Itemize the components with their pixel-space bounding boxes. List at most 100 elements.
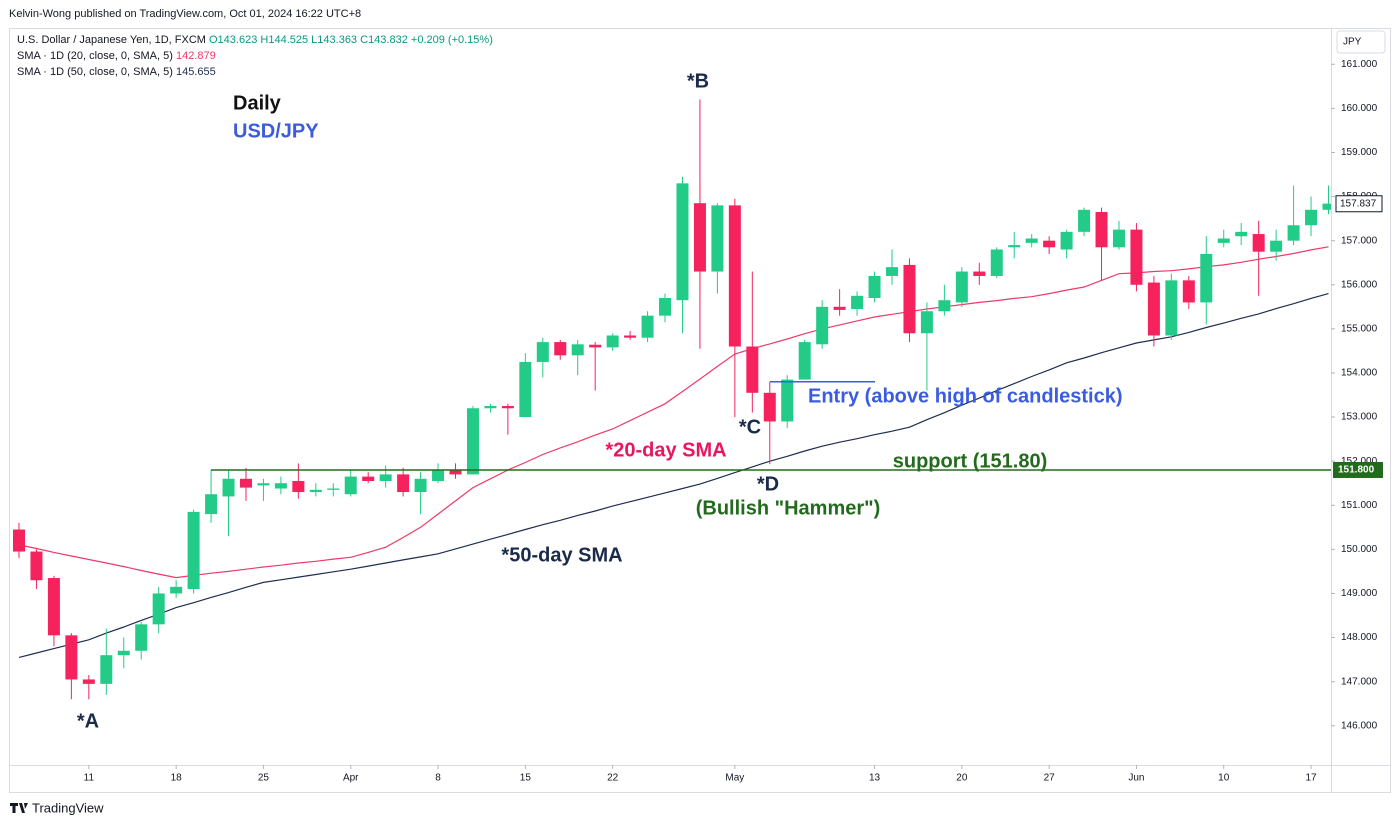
candle-body: [222, 478, 235, 497]
symbol: U.S. Dollar / Japanese Yen, 1D, FXCM: [17, 34, 206, 46]
candle-body: [851, 295, 864, 310]
candle-body: [781, 379, 794, 422]
candle-body: [466, 408, 479, 475]
candle-body: [1182, 280, 1195, 303]
candle-body: [1025, 238, 1038, 243]
candle-body: [728, 205, 741, 347]
x-tick-label: 8: [435, 773, 441, 784]
candle-body: [1235, 231, 1248, 237]
x-tick-label: 15: [520, 773, 532, 784]
sma-line: [18, 246, 1329, 579]
ohlc-value: C143.832: [360, 34, 408, 46]
candle-body: [886, 267, 898, 276]
chart-frame: [9, 28, 1391, 793]
candle-body: [624, 335, 637, 338]
candle-body: [711, 205, 724, 272]
symbol-legend: U.S. Dollar / Japanese Yen, 1D, FXCM O14…: [17, 34, 493, 46]
legend-value: 145.655: [176, 66, 216, 78]
candle-body: [833, 306, 846, 310]
annotation: *C: [739, 416, 761, 438]
y-tick-label: 151.000: [1341, 500, 1378, 511]
candle-body: [414, 478, 427, 493]
brand-logo: [10, 803, 28, 813]
candle-body: [798, 342, 811, 380]
x-tick-label: 25: [258, 773, 270, 784]
candle-body: [327, 488, 340, 490]
candle-body: [920, 311, 933, 334]
x-tick-label: 22: [607, 773, 619, 784]
candle-body: [1095, 212, 1108, 248]
candle-body: [100, 655, 113, 684]
plot-area: [13, 99, 1331, 700]
candle-body: [187, 511, 200, 590]
candle-body: [536, 342, 549, 362]
y-tick-label: 161.000: [1341, 59, 1378, 70]
currency: JPY: [1343, 37, 1362, 48]
candle-body: [30, 551, 43, 581]
legend-value: 142.879: [176, 50, 216, 62]
support-price-box: [1333, 461, 1383, 478]
sma-line: [18, 293, 1329, 658]
candle-body: [641, 315, 654, 338]
candle-body: [1287, 225, 1300, 241]
candle-body: [973, 271, 986, 276]
x-tick-label: Apr: [343, 773, 359, 784]
x-tick-label: 13: [869, 773, 881, 784]
candle-body: [449, 469, 462, 475]
ohlc-value: O143.623: [209, 34, 257, 46]
currency-box: [1336, 30, 1386, 54]
y-tick-label: 146.000: [1341, 720, 1378, 731]
candle-body: [1217, 238, 1230, 243]
candle-body: [1147, 282, 1160, 336]
y-tick-label: 147.000: [1341, 676, 1378, 687]
candle-body: [170, 586, 183, 594]
x-tick-label: May: [725, 773, 744, 784]
y-tick-label: 160.000: [1341, 103, 1378, 114]
candle-body: [1112, 229, 1125, 248]
candle-body: [1322, 203, 1331, 210]
x-tick-label: 18: [171, 773, 183, 784]
x-tick-label: 11: [84, 773, 95, 784]
candle-body: [1252, 234, 1265, 252]
ohlc-value: L143.363: [311, 34, 357, 46]
x-tick-label: 10: [1218, 773, 1230, 784]
y-tick-label: 150.000: [1341, 544, 1378, 555]
annotation: (Bullish "Hammer"): [696, 497, 881, 519]
candle-body: [606, 335, 619, 348]
candle-body: [13, 529, 25, 552]
candle-body: [274, 483, 287, 489]
y-tick-label: 148.000: [1341, 632, 1378, 643]
legend-entry: SMA · 1D (20, close, 0, SMA, 5) 142.879: [17, 50, 216, 62]
x-tick-label: Jun: [1128, 773, 1144, 784]
candle-body: [1078, 209, 1091, 232]
annotation: *D: [757, 473, 779, 495]
support-price-label: 151.800: [1338, 465, 1375, 476]
candle-body: [257, 483, 270, 486]
candle-body: [379, 474, 392, 482]
x-tick-label: 20: [956, 773, 968, 784]
candle-body: [519, 361, 532, 418]
candle-body: [1060, 231, 1073, 250]
candle-body: [990, 249, 1003, 276]
candle-body: [135, 624, 148, 651]
candle-body: [868, 275, 881, 298]
candle-body: [1130, 229, 1143, 285]
legend-name: SMA · 1D (50, close, 0, SMA, 5): [17, 66, 173, 78]
candle-body: [571, 344, 584, 356]
y-tick-label: 156.000: [1341, 279, 1378, 290]
candle-body: [659, 297, 672, 316]
candle-body: [763, 392, 776, 422]
last-price-box: [1335, 195, 1383, 213]
candle-body: [693, 203, 706, 272]
candle-body: [1200, 253, 1213, 303]
candle-body: [344, 476, 357, 495]
annotation: Daily: [233, 92, 282, 114]
annotation: USD/JPY: [233, 120, 319, 142]
candle-body: [239, 478, 252, 488]
candle-body: [117, 650, 130, 656]
support-label: support (151.80): [893, 450, 1047, 472]
credit: Kelvin-Wong published on TradingView.com…: [9, 8, 361, 20]
candle-body: [205, 494, 218, 515]
ohlc-value: +0.209 (+0.15%): [411, 34, 493, 46]
